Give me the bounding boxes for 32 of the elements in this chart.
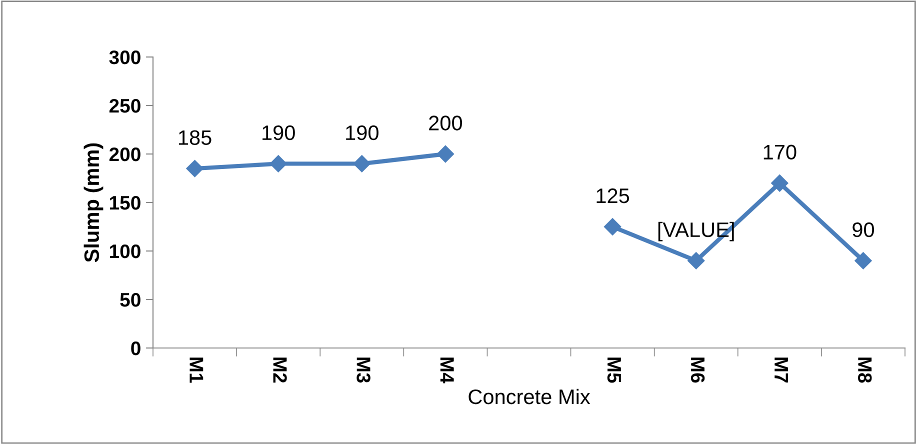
x-tick-label: M7	[774, 358, 788, 382]
y-tick-label: 250	[109, 98, 140, 113]
y-tick-label: 150	[110, 196, 140, 210]
point	[771, 174, 788, 192]
point	[688, 252, 705, 270]
x-tick-label: M5	[607, 358, 621, 383]
x-tick-label: M4	[440, 358, 454, 384]
data-label: 200	[429, 116, 462, 130]
y-tick-label: 300	[109, 50, 140, 64]
point	[604, 218, 622, 236]
point	[353, 155, 370, 172]
point	[436, 145, 454, 163]
y-tick-label: 0	[131, 341, 140, 356]
data-label: 170	[764, 144, 796, 160]
point	[854, 252, 872, 270]
x-tick-label: M1	[190, 358, 204, 383]
y-tick-label: 100	[110, 244, 140, 258]
data-label: 190	[262, 125, 295, 140]
x-axis-title: Concrete Mix	[468, 388, 590, 404]
x-tick-label: M2	[273, 358, 287, 383]
x-tick-label: M6	[690, 358, 705, 383]
data-label: 125	[596, 188, 630, 204]
point	[186, 160, 204, 178]
x-tick-label: M3	[356, 358, 370, 383]
point	[270, 155, 287, 172]
x-tick-label: M8	[858, 358, 872, 383]
y-tick-label: 200	[109, 147, 140, 162]
data-label: 90	[852, 222, 874, 238]
data-label: 185	[178, 130, 212, 145]
data-label: 190	[346, 125, 378, 140]
y-tick-label: 50	[120, 292, 140, 307]
y-axis-title: Slump (mm)	[84, 143, 104, 262]
